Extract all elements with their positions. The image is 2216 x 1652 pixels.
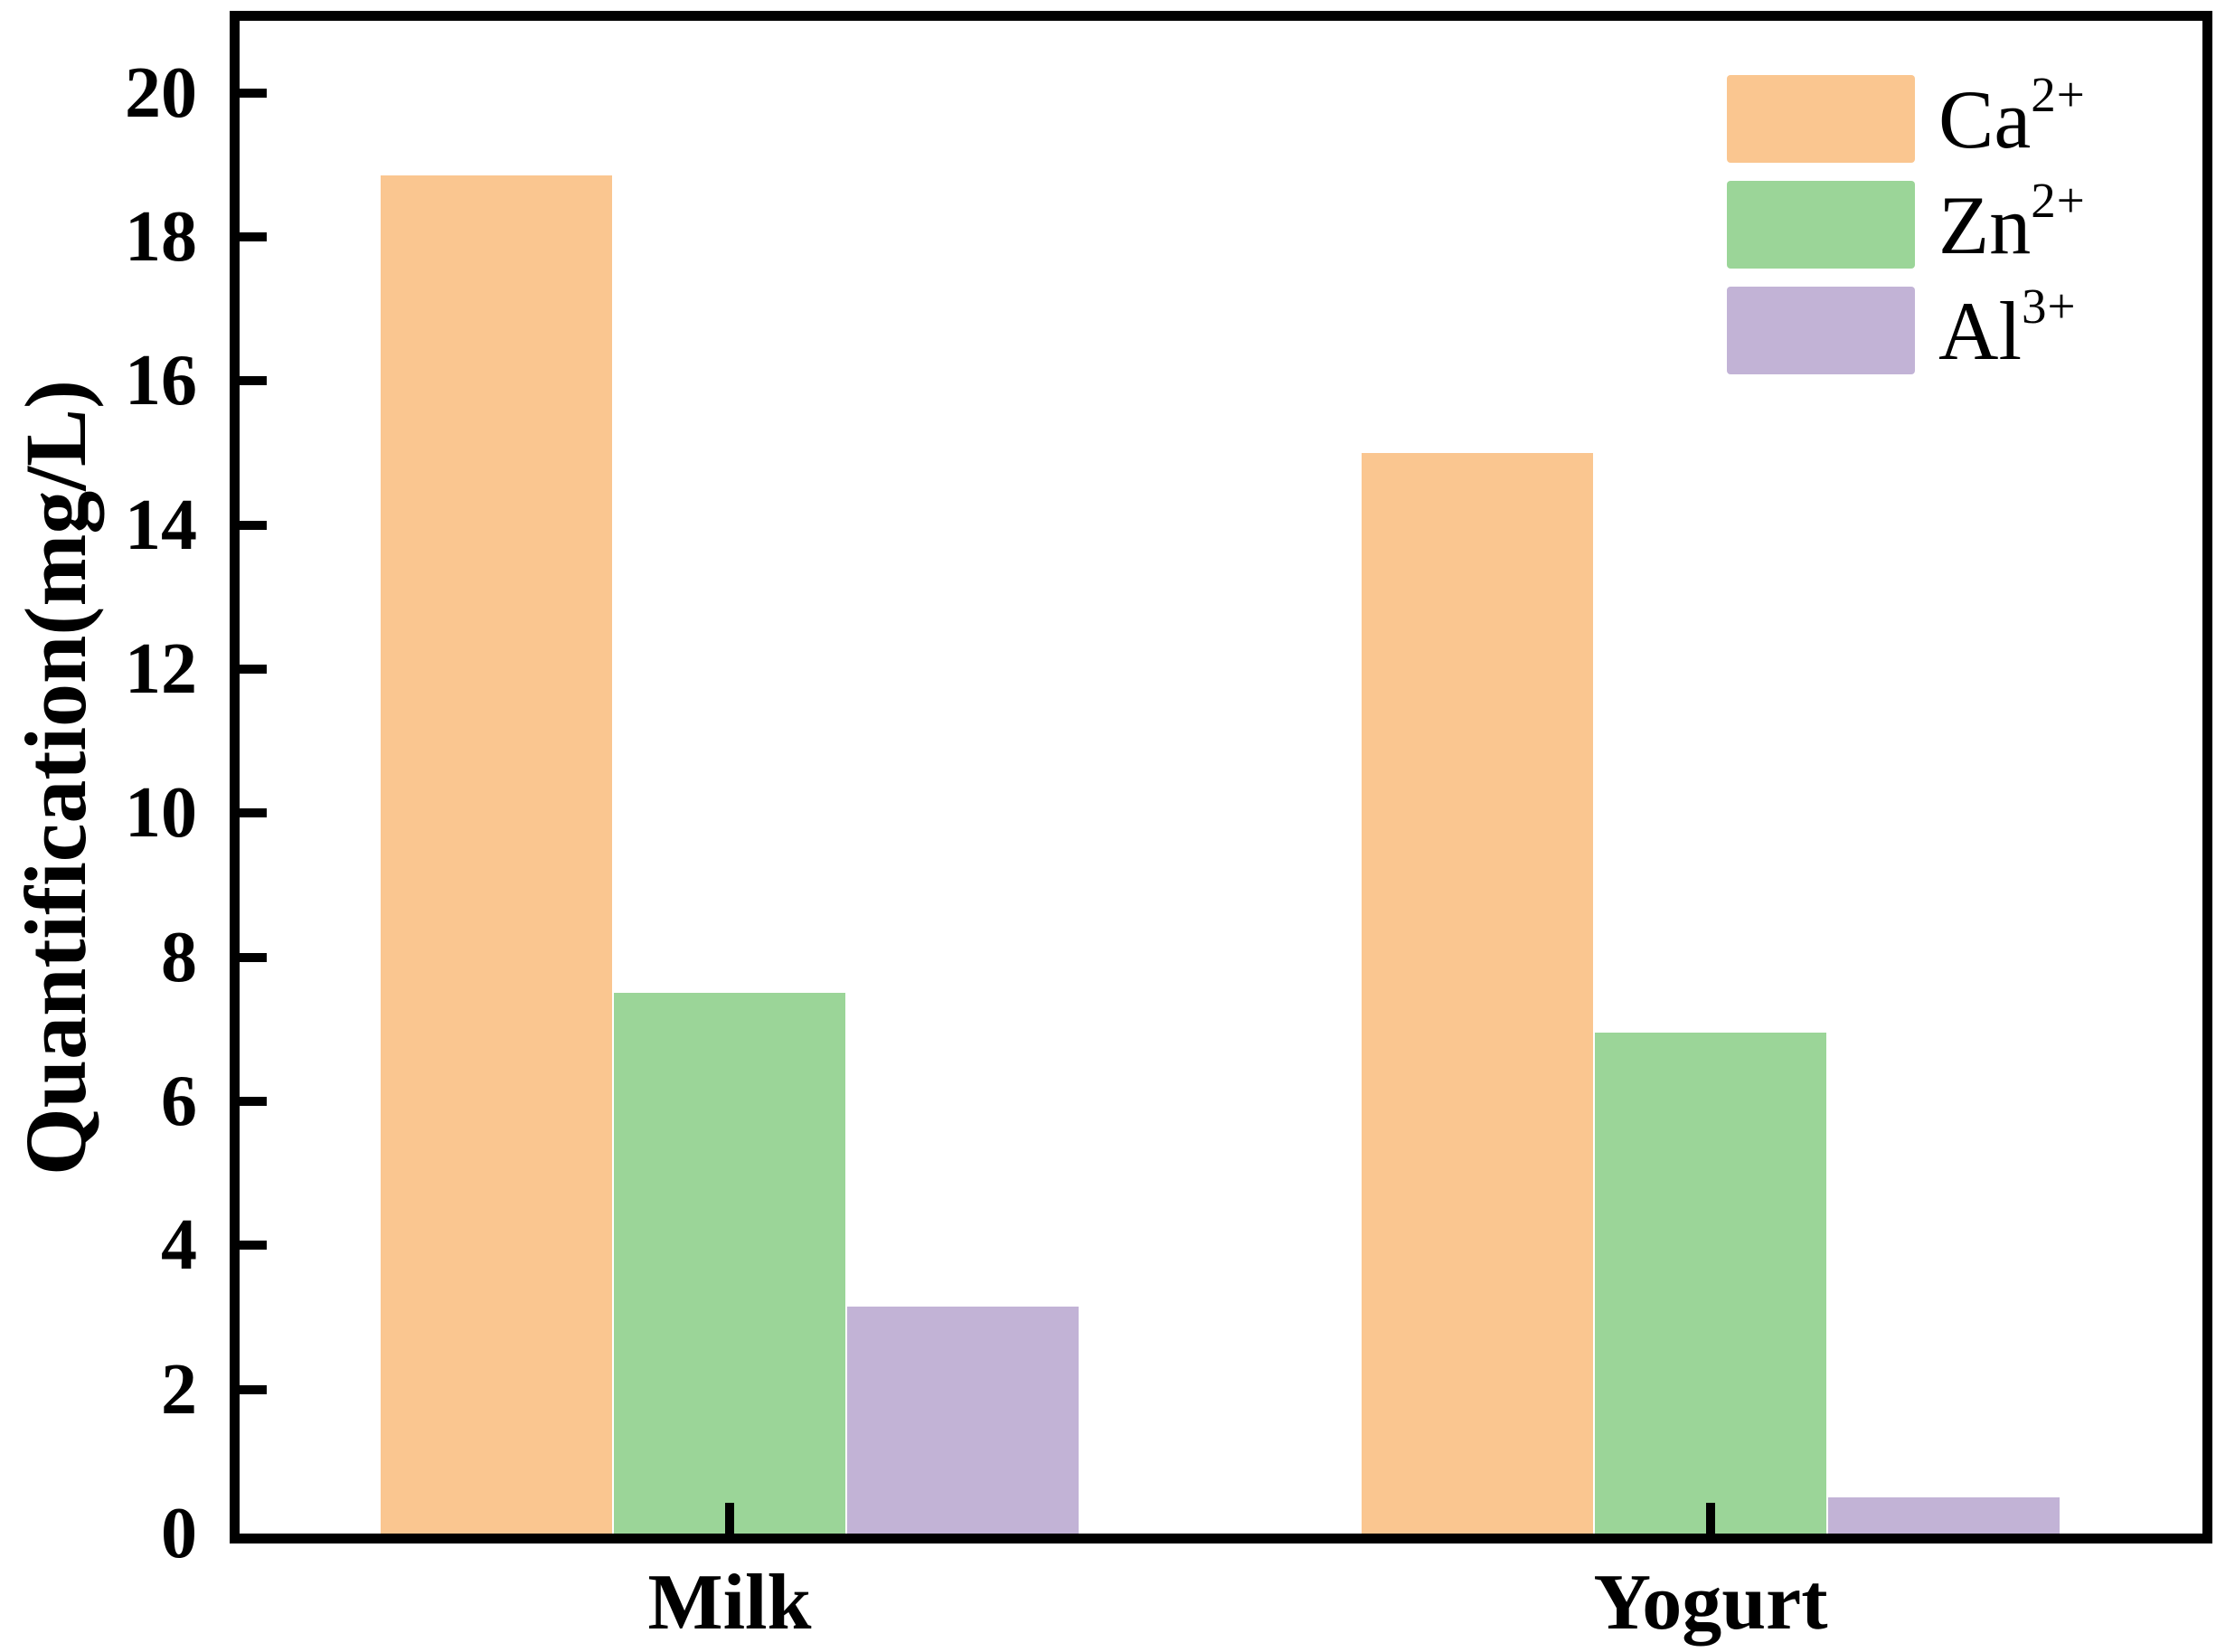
y-axis-tick [240,232,267,241]
y-tick-label: 10 [125,773,197,854]
legend-label-ca2plus: Ca2+ [1938,66,2086,165]
bar-yogurt-al3+ [1828,1497,2060,1534]
bar-milk-zn2+ [614,993,845,1534]
legend-label-al3plus: Al3+ [1938,278,2077,377]
y-tick-label: 8 [161,917,197,997]
legend-item-ca2plus: Ca2+ [1727,66,2086,165]
x-category-label-milk: Milk [647,1559,812,1647]
bar-milk-ca2+ [381,175,612,1534]
legend: Ca2+ Zn2+ Al3+ [1727,66,2086,392]
y-axis-tick [240,1097,267,1106]
bar-yogurt-ca2+ [1362,453,1593,1534]
y-tick-label: 16 [125,341,197,421]
y-tick-label: 12 [125,629,197,709]
y-axis-tick [240,520,267,530]
legend-item-al3plus: Al3+ [1727,278,2086,377]
bar-milk-al3+ [847,1307,1079,1534]
legend-label-zn2plus: Zn2+ [1938,172,2086,271]
y-tick-label: 4 [161,1205,197,1286]
y-tick-label: 14 [125,485,197,565]
x-axis-tick-milk [725,1503,734,1534]
x-category-label-yogurt: Yogurt [1593,1559,1828,1647]
legend-swatch-zn2plus [1727,181,1915,269]
y-tick-label: 20 [125,52,197,133]
y-tick-label: 18 [125,197,197,277]
y-tick-label: 0 [161,1494,197,1573]
y-axis-tick-labels: 0 2 4 6 8 10 12 14 16 18 20 [0,0,197,1652]
y-tick-label: 2 [161,1349,197,1430]
plot-inner [240,21,2202,1534]
y-tick-label: 6 [161,1062,197,1141]
y-axis-tick [240,1241,267,1251]
legend-swatch-ca2plus [1727,75,1915,163]
y-axis-tick [240,1384,267,1394]
y-axis-tick [240,88,267,98]
y-axis-tick [240,808,267,818]
legend-swatch-al3plus [1727,287,1915,374]
y-axis-tick [240,665,267,674]
legend-item-zn2plus: Zn2+ [1727,172,2086,271]
y-axis-tick [240,952,267,962]
y-axis-tick [240,376,267,386]
bar-yogurt-zn2+ [1595,1033,1826,1534]
x-axis-tick-yogurt [1706,1503,1715,1534]
